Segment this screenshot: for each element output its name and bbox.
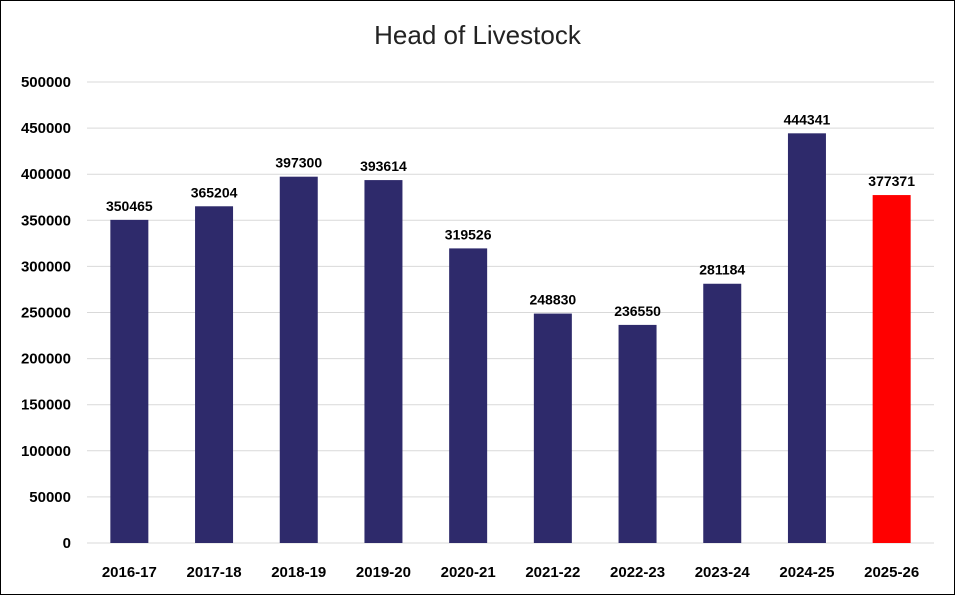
x-axis-tick-labels: 2016-17 2017-18 2018-19 2019-20 2020-21 2021-… (102, 564, 919, 581)
x-tick-label-2025-26: 2025-26 (864, 564, 919, 581)
y-tick-label: 100000 (21, 443, 71, 460)
bar-2017-18 (195, 206, 234, 543)
data-label-2019-20: 393614 (360, 158, 407, 174)
x-tick-label-2021-22: 2021-22 (525, 564, 580, 581)
y-tick-label: 150000 (21, 397, 71, 414)
bar-2018-19 (279, 176, 318, 544)
x-tick-label-2016-17: 2016-17 (102, 564, 157, 581)
data-label-2025-26: 377371 (868, 173, 915, 189)
bar-2021-22 (533, 313, 572, 543)
bar-2024-25 (787, 133, 826, 543)
x-tick-label-2019-20: 2019-20 (356, 564, 411, 581)
bar-2020-21 (449, 248, 488, 543)
y-tick-label: 200000 (21, 351, 71, 368)
bar-2022-23 (618, 324, 657, 543)
data-label-2023-24: 281184 (699, 262, 745, 278)
y-axis-tick-labels: 0 50000 100000 150000 200000 250000 300000 3500… (21, 74, 71, 552)
chart-title: Head of Livestock (374, 20, 581, 50)
x-tick-label-2022-23: 2022-23 (610, 564, 665, 581)
bars (110, 133, 911, 544)
data-label-2018-19: 397300 (275, 155, 322, 171)
data-label-2017-18: 365204 (191, 184, 238, 200)
bar-2019-20 (364, 180, 403, 543)
y-tick-label: 0 (63, 535, 71, 552)
y-tick-label: 350000 (21, 212, 71, 229)
data-label-2022-23: 236550 (614, 303, 661, 319)
x-tick-label-2018-19: 2018-19 (271, 564, 326, 581)
x-tick-label-2017-18: 2017-18 (187, 564, 242, 581)
y-tick-label: 400000 (21, 166, 71, 183)
bar-2016-17 (110, 219, 149, 543)
data-label-2024-25: 444341 (784, 111, 831, 127)
y-tick-label: 50000 (29, 489, 71, 506)
x-tick-label-2020-21: 2020-21 (441, 564, 496, 581)
x-tick-label-2024-25: 2024-25 (779, 564, 834, 581)
data-label-2021-22: 248830 (529, 292, 576, 308)
y-tick-label: 500000 (21, 74, 71, 91)
bar-2023-24 (703, 283, 742, 543)
x-tick-label-2023-24: 2023-24 (695, 564, 751, 581)
y-tick-label: 250000 (21, 305, 71, 322)
bar-2025-26 (872, 195, 911, 543)
y-tick-label: 300000 (21, 258, 71, 275)
data-labels: 350465 365204 397300 393614 319526 248830 2365… (106, 111, 915, 319)
y-tick-label: 450000 (21, 120, 71, 137)
data-label-2020-21: 319526 (445, 226, 492, 242)
data-label-2016-17: 350465 (106, 198, 153, 214)
